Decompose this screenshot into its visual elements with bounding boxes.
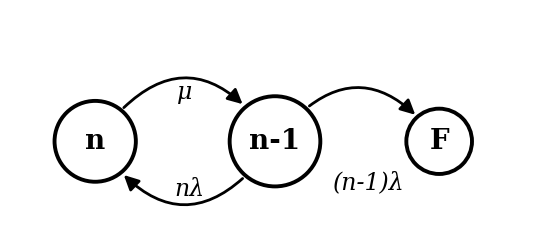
Text: μ: μ xyxy=(178,81,193,104)
FancyArrowPatch shape xyxy=(310,88,413,113)
Circle shape xyxy=(54,101,136,182)
Circle shape xyxy=(406,109,472,174)
FancyArrowPatch shape xyxy=(124,78,240,108)
Text: n-1: n-1 xyxy=(250,128,300,155)
Text: (n-1)λ: (n-1)λ xyxy=(333,171,405,194)
Text: n: n xyxy=(85,128,105,155)
Circle shape xyxy=(230,96,320,186)
FancyArrowPatch shape xyxy=(126,177,243,205)
Text: F: F xyxy=(430,128,449,155)
Text: nλ: nλ xyxy=(174,178,204,201)
